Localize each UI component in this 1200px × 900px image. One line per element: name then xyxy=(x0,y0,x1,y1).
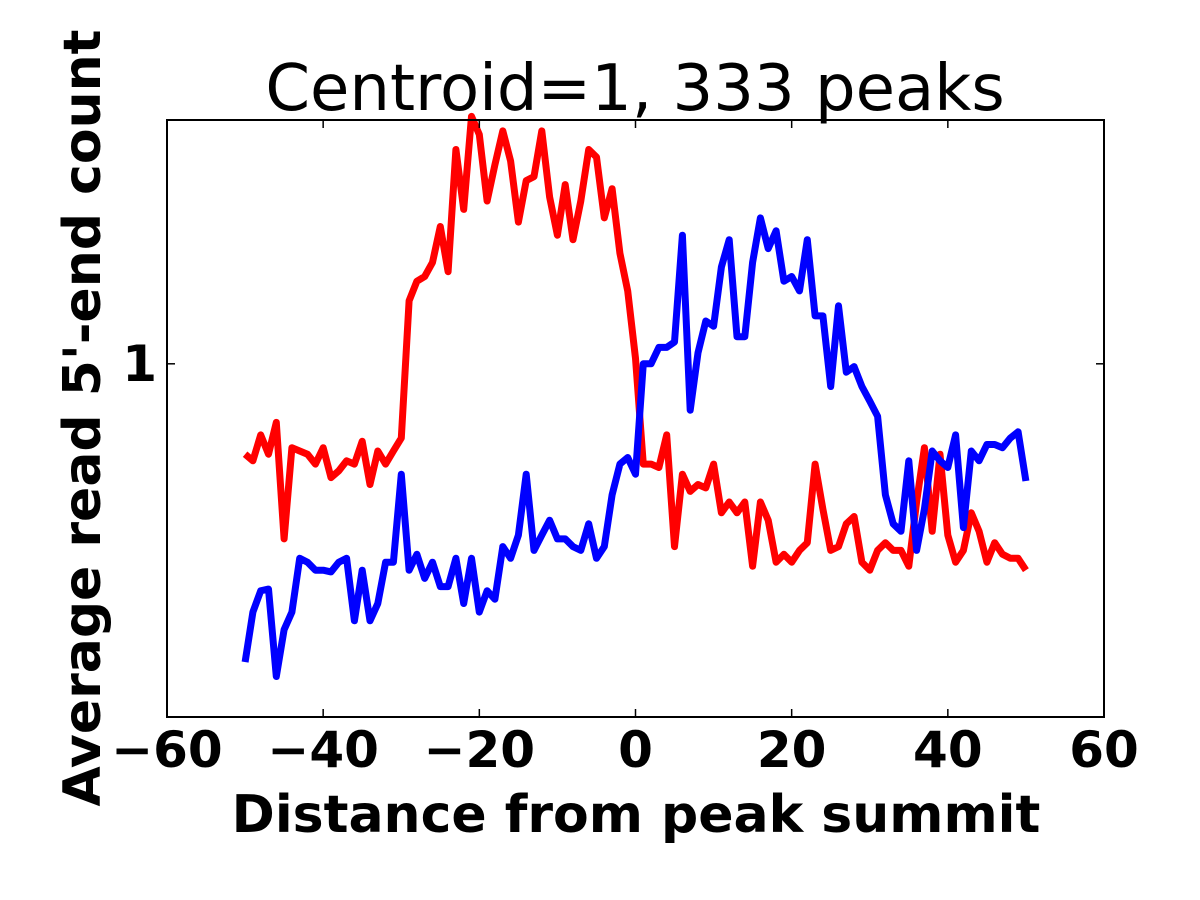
x-tick-label: 0 xyxy=(618,721,653,779)
tick-layer: −60 −40 −20 0 20 40 60 1 xyxy=(111,120,1139,779)
y-tick-label: 1 xyxy=(122,335,157,393)
series-layer xyxy=(241,112,1030,680)
chart-title: Centroid=1, 333 peaks xyxy=(265,52,1004,126)
x-tick-label: −40 xyxy=(267,721,378,779)
x-tick-label: 40 xyxy=(913,721,983,779)
plot-frame xyxy=(166,119,1105,718)
x-tick-label: 60 xyxy=(1069,721,1139,779)
x-tick-label: −60 xyxy=(111,721,222,779)
x-tick-label: −20 xyxy=(424,721,535,779)
x-axis-label: Distance from peak summit xyxy=(232,785,1041,845)
y-axis-label: Average read 5'-end count xyxy=(53,30,113,807)
x-tick-label: 20 xyxy=(757,721,827,779)
series-line-red xyxy=(242,112,1029,574)
series-line-blue xyxy=(241,214,1030,680)
